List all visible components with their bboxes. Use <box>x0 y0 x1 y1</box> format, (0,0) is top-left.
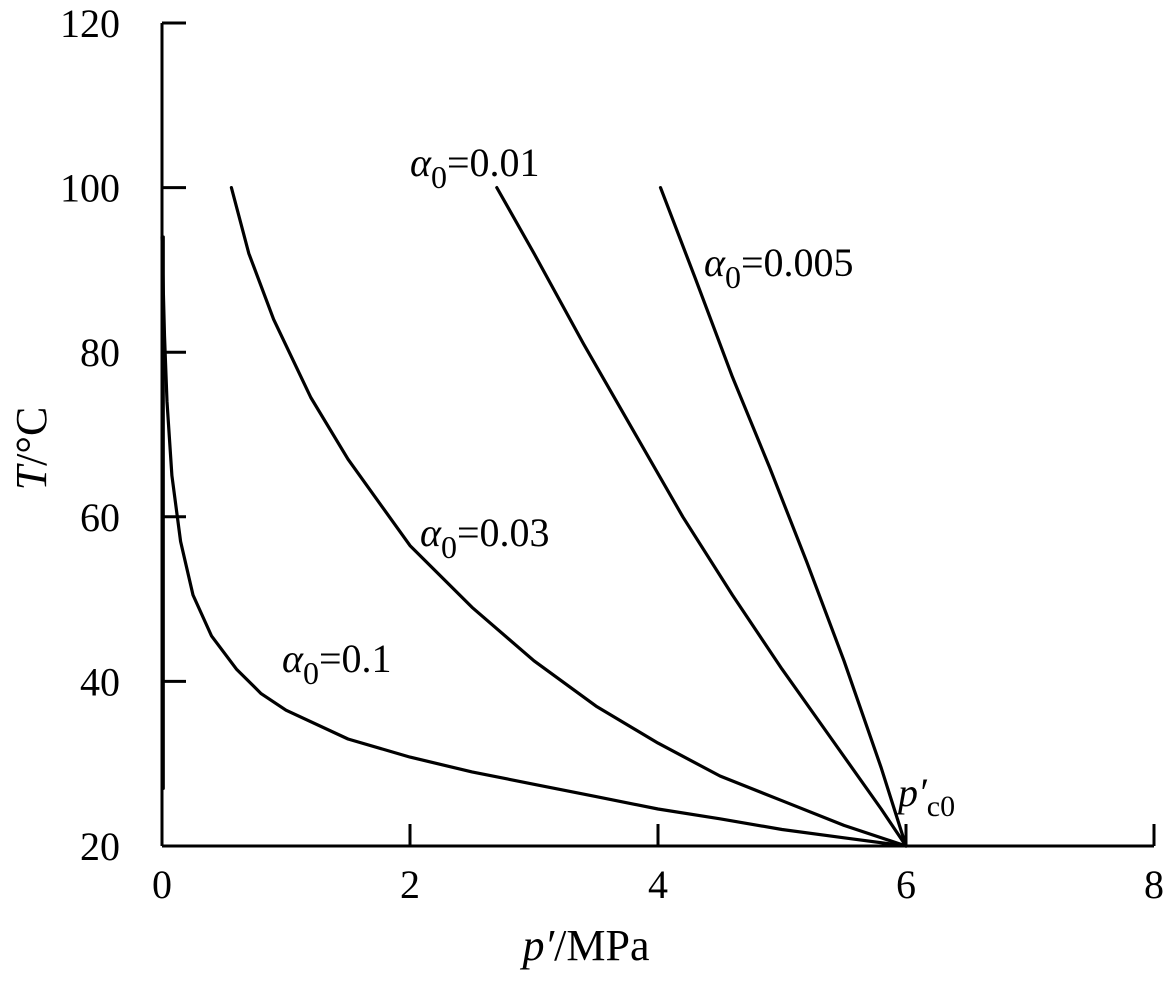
series-label-1: α0=0.01 <box>410 140 540 195</box>
series-label-0: α0=0.005 <box>704 240 854 295</box>
x-tick-label: 8 <box>1144 862 1164 907</box>
x-axis-title: p′/MPa <box>520 921 650 970</box>
annotation-pc0: p′c0 <box>895 770 955 823</box>
y-tick-label: 100 <box>60 166 120 211</box>
x-tick-label: 0 <box>152 862 172 907</box>
x-tick-label: 6 <box>896 862 916 907</box>
series-label-3: α0=0.1 <box>282 636 392 691</box>
y-tick-label: 40 <box>80 659 120 704</box>
y-tick-label: 20 <box>80 824 120 869</box>
y-axis-title: T/°C <box>7 407 56 491</box>
series-label-2: α0=0.03 <box>420 510 550 565</box>
y-tick-label: 60 <box>80 495 120 540</box>
series-line-0 <box>661 188 907 846</box>
series-line-2 <box>231 188 906 846</box>
y-tick-label: 80 <box>80 330 120 375</box>
x-tick-label: 2 <box>400 862 420 907</box>
series-line-1 <box>497 188 906 846</box>
y-tick-label: 120 <box>60 1 120 46</box>
x-tick-label: 4 <box>648 862 668 907</box>
